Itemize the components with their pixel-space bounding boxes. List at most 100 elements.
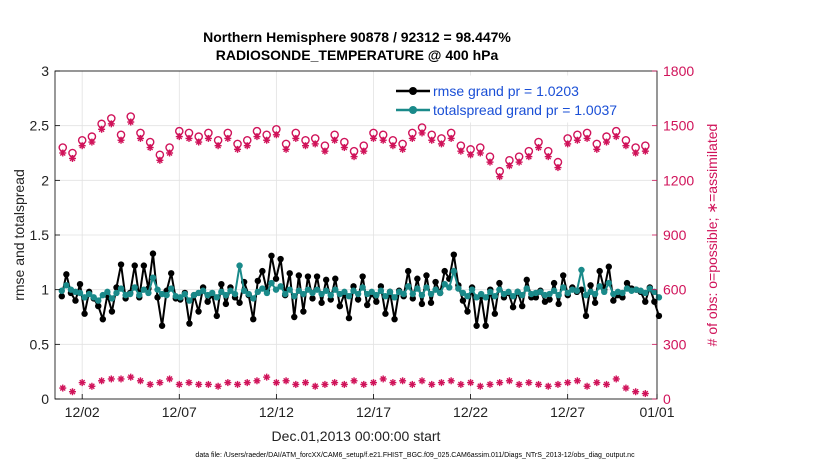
totalspread-point	[291, 293, 298, 300]
y-tick-label-left: 2	[41, 172, 49, 188]
obs-assimilated-point	[59, 149, 67, 157]
totalspread-point	[231, 290, 239, 298]
rmse-point	[591, 299, 599, 306]
totalspread-point	[76, 289, 84, 297]
obs-assimilated-point	[107, 120, 115, 128]
totalspread-point	[236, 262, 243, 269]
totalspread-point	[240, 287, 248, 294]
totalspread-point	[491, 293, 499, 300]
rmse-point	[555, 300, 562, 308]
obs-assimilated-point	[311, 140, 319, 148]
obs-assimilated-point	[360, 147, 368, 155]
rmse-point	[518, 302, 526, 310]
rmse-point	[345, 314, 353, 322]
y-tick-label-right: 300	[663, 336, 687, 352]
totalspread-point	[373, 291, 380, 299]
legend-rmse-marker	[409, 87, 417, 95]
obs-assimilated-point	[263, 136, 271, 144]
obs-assimilated-point	[515, 158, 523, 166]
totalspread-point	[560, 284, 567, 291]
obs-rejected-point	[311, 382, 319, 390]
totalspread-point	[213, 294, 220, 301]
totalspread-point	[300, 290, 307, 298]
obs-assimilated-point	[544, 153, 552, 161]
y-tick-label-left: 0.5	[30, 336, 50, 352]
rmse-point	[213, 312, 220, 320]
obs-assimilated-point	[331, 136, 339, 144]
obs-rejected-point	[360, 380, 368, 388]
obs-assimilated-point	[564, 140, 572, 148]
totalspread-point	[322, 287, 330, 294]
obs-assimilated-point	[292, 134, 300, 142]
totalspread-point	[427, 290, 435, 298]
obs-rejected-point	[428, 380, 436, 388]
totalspread-point	[186, 297, 193, 304]
y-tick-label-left: 3	[41, 63, 49, 79]
obs-assimilated-point	[505, 162, 513, 170]
rmse-point	[254, 277, 262, 285]
totalspread-point	[295, 287, 303, 294]
obs-assimilated-point	[612, 133, 620, 141]
rmse-point	[364, 301, 371, 309]
totalspread-point	[149, 274, 157, 281]
totalspread-point	[386, 288, 394, 296]
obs-assimilated-point	[447, 134, 455, 142]
totalspread-point	[268, 279, 275, 287]
totalspread-point	[58, 287, 65, 294]
obs-rejected-point	[525, 379, 533, 387]
obs-assimilated-point	[573, 136, 581, 144]
rmse-point	[108, 308, 116, 315]
obs-assimilated-point	[175, 133, 183, 141]
rmse-point	[596, 267, 603, 275]
rmse-point	[482, 322, 489, 329]
rmse-point	[418, 300, 426, 308]
totalspread-point	[359, 284, 366, 291]
y-tick-label-left: 1	[41, 282, 49, 298]
totalspread-point	[90, 294, 97, 301]
rmse-point	[154, 294, 161, 301]
y-tick-label-left: 0	[41, 391, 49, 407]
obs-rejected-point	[272, 379, 280, 387]
rmse-point	[532, 294, 540, 301]
rmse-point	[382, 310, 389, 317]
obs-rejected-point	[253, 377, 261, 385]
obs-assimilated-point	[156, 156, 164, 164]
obs-assimilated-point	[272, 131, 280, 139]
totalspread-point	[136, 291, 143, 299]
x-tick-label: 12/17	[356, 404, 391, 420]
rmse-point	[81, 310, 88, 317]
obs-assimilated-point	[408, 134, 416, 142]
rmse-point	[459, 297, 467, 304]
totalspread-point	[405, 283, 412, 290]
rmse-point	[464, 308, 471, 315]
rmse-point	[373, 298, 380, 305]
totalspread-point	[245, 290, 252, 298]
obs-assimilated-point	[418, 129, 426, 137]
totalspread-point	[642, 289, 649, 297]
totalspread-point	[487, 288, 494, 296]
totalspread-point	[313, 286, 321, 293]
totalspread-point	[651, 288, 658, 296]
obs-rejected-point	[486, 380, 494, 388]
obs-assimilated-point	[632, 149, 640, 157]
obs-rejected-point	[515, 380, 523, 388]
totalspread-point	[368, 288, 375, 296]
totalspread-point	[436, 289, 444, 297]
rmse-point	[268, 252, 275, 259]
obs-rejected-point	[166, 375, 174, 383]
rmse-point	[414, 275, 421, 282]
obs-assimilated-point	[204, 134, 212, 142]
rmse-point	[149, 250, 157, 257]
obs-assimilated-point	[166, 149, 174, 157]
totalspread-point	[277, 283, 284, 290]
rmse-point	[509, 303, 517, 311]
rmse-point	[186, 320, 193, 327]
totalspread-point	[272, 286, 280, 293]
totalspread-point	[81, 294, 88, 301]
rmse-point	[441, 267, 448, 275]
obs-rejected-point	[379, 375, 387, 383]
x-tick-label: 12/22	[453, 404, 488, 420]
obs-assimilated-point	[214, 142, 222, 150]
